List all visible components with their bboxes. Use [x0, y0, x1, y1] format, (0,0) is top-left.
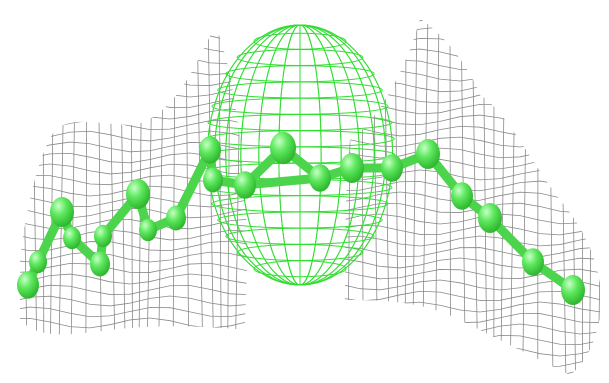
atom-ball: [63, 226, 81, 250]
atom-ball: [522, 248, 544, 276]
atom-ball: [203, 167, 223, 193]
density-mesh-left-line: [20, 196, 248, 208]
density-mesh-right-line: [345, 257, 601, 269]
bond-stick: [240, 173, 325, 190]
density-mesh-left-line: [20, 240, 248, 252]
atom-ball: [139, 218, 157, 242]
density-mesh-left-line: [20, 185, 248, 197]
atom-ball: [234, 171, 256, 199]
atom-ball: [416, 139, 440, 169]
atom-ball: [561, 275, 585, 305]
density-mesh-right-line: [345, 202, 601, 214]
atom-ball: [340, 153, 364, 183]
atom-ball: [166, 205, 186, 231]
density-mesh-left-line: [20, 306, 248, 318]
atom-ball: [50, 197, 74, 227]
atom-ball: [309, 164, 331, 192]
atom-ball: [381, 154, 403, 182]
atom-ball: [29, 250, 47, 274]
atom-ball: [17, 271, 39, 299]
density-mesh-right-line: [345, 246, 601, 258]
ligand-mesh-parallel: [253, 260, 347, 278]
atom-ball: [199, 136, 221, 164]
molecule-atoms: [17, 131, 585, 305]
atom-ball: [90, 251, 110, 277]
atom-ball: [451, 182, 473, 210]
atom-ball: [94, 224, 112, 248]
atom-ball: [478, 203, 502, 233]
atom-ball: [270, 131, 296, 165]
atom-ball: [126, 179, 150, 209]
density-mesh-right-line: [345, 224, 601, 236]
density-mesh-left-line: [20, 295, 248, 307]
density-mesh-left-line: [20, 229, 248, 241]
